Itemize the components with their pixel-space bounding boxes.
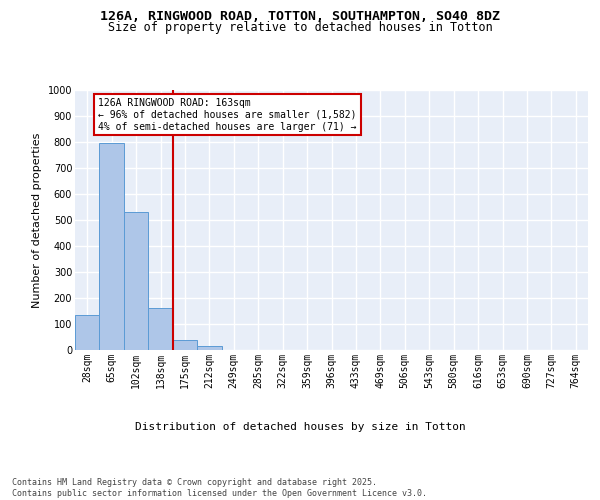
Bar	[197, 346, 221, 350]
Bar	[75, 315, 100, 350]
Bar	[173, 340, 197, 350]
Bar	[124, 212, 148, 350]
Y-axis label: Number of detached properties: Number of detached properties	[32, 132, 42, 308]
Text: Distribution of detached houses by size in Totton: Distribution of detached houses by size …	[134, 422, 466, 432]
Text: Size of property relative to detached houses in Totton: Size of property relative to detached ho…	[107, 21, 493, 34]
Bar	[100, 144, 124, 350]
Text: Contains HM Land Registry data © Crown copyright and database right 2025.
Contai: Contains HM Land Registry data © Crown c…	[12, 478, 427, 498]
Bar	[148, 308, 173, 350]
Text: 126A, RINGWOOD ROAD, TOTTON, SOUTHAMPTON, SO40 8DZ: 126A, RINGWOOD ROAD, TOTTON, SOUTHAMPTON…	[100, 10, 500, 23]
Text: 126A RINGWOOD ROAD: 163sqm
← 96% of detached houses are smaller (1,582)
4% of se: 126A RINGWOOD ROAD: 163sqm ← 96% of deta…	[98, 98, 357, 132]
